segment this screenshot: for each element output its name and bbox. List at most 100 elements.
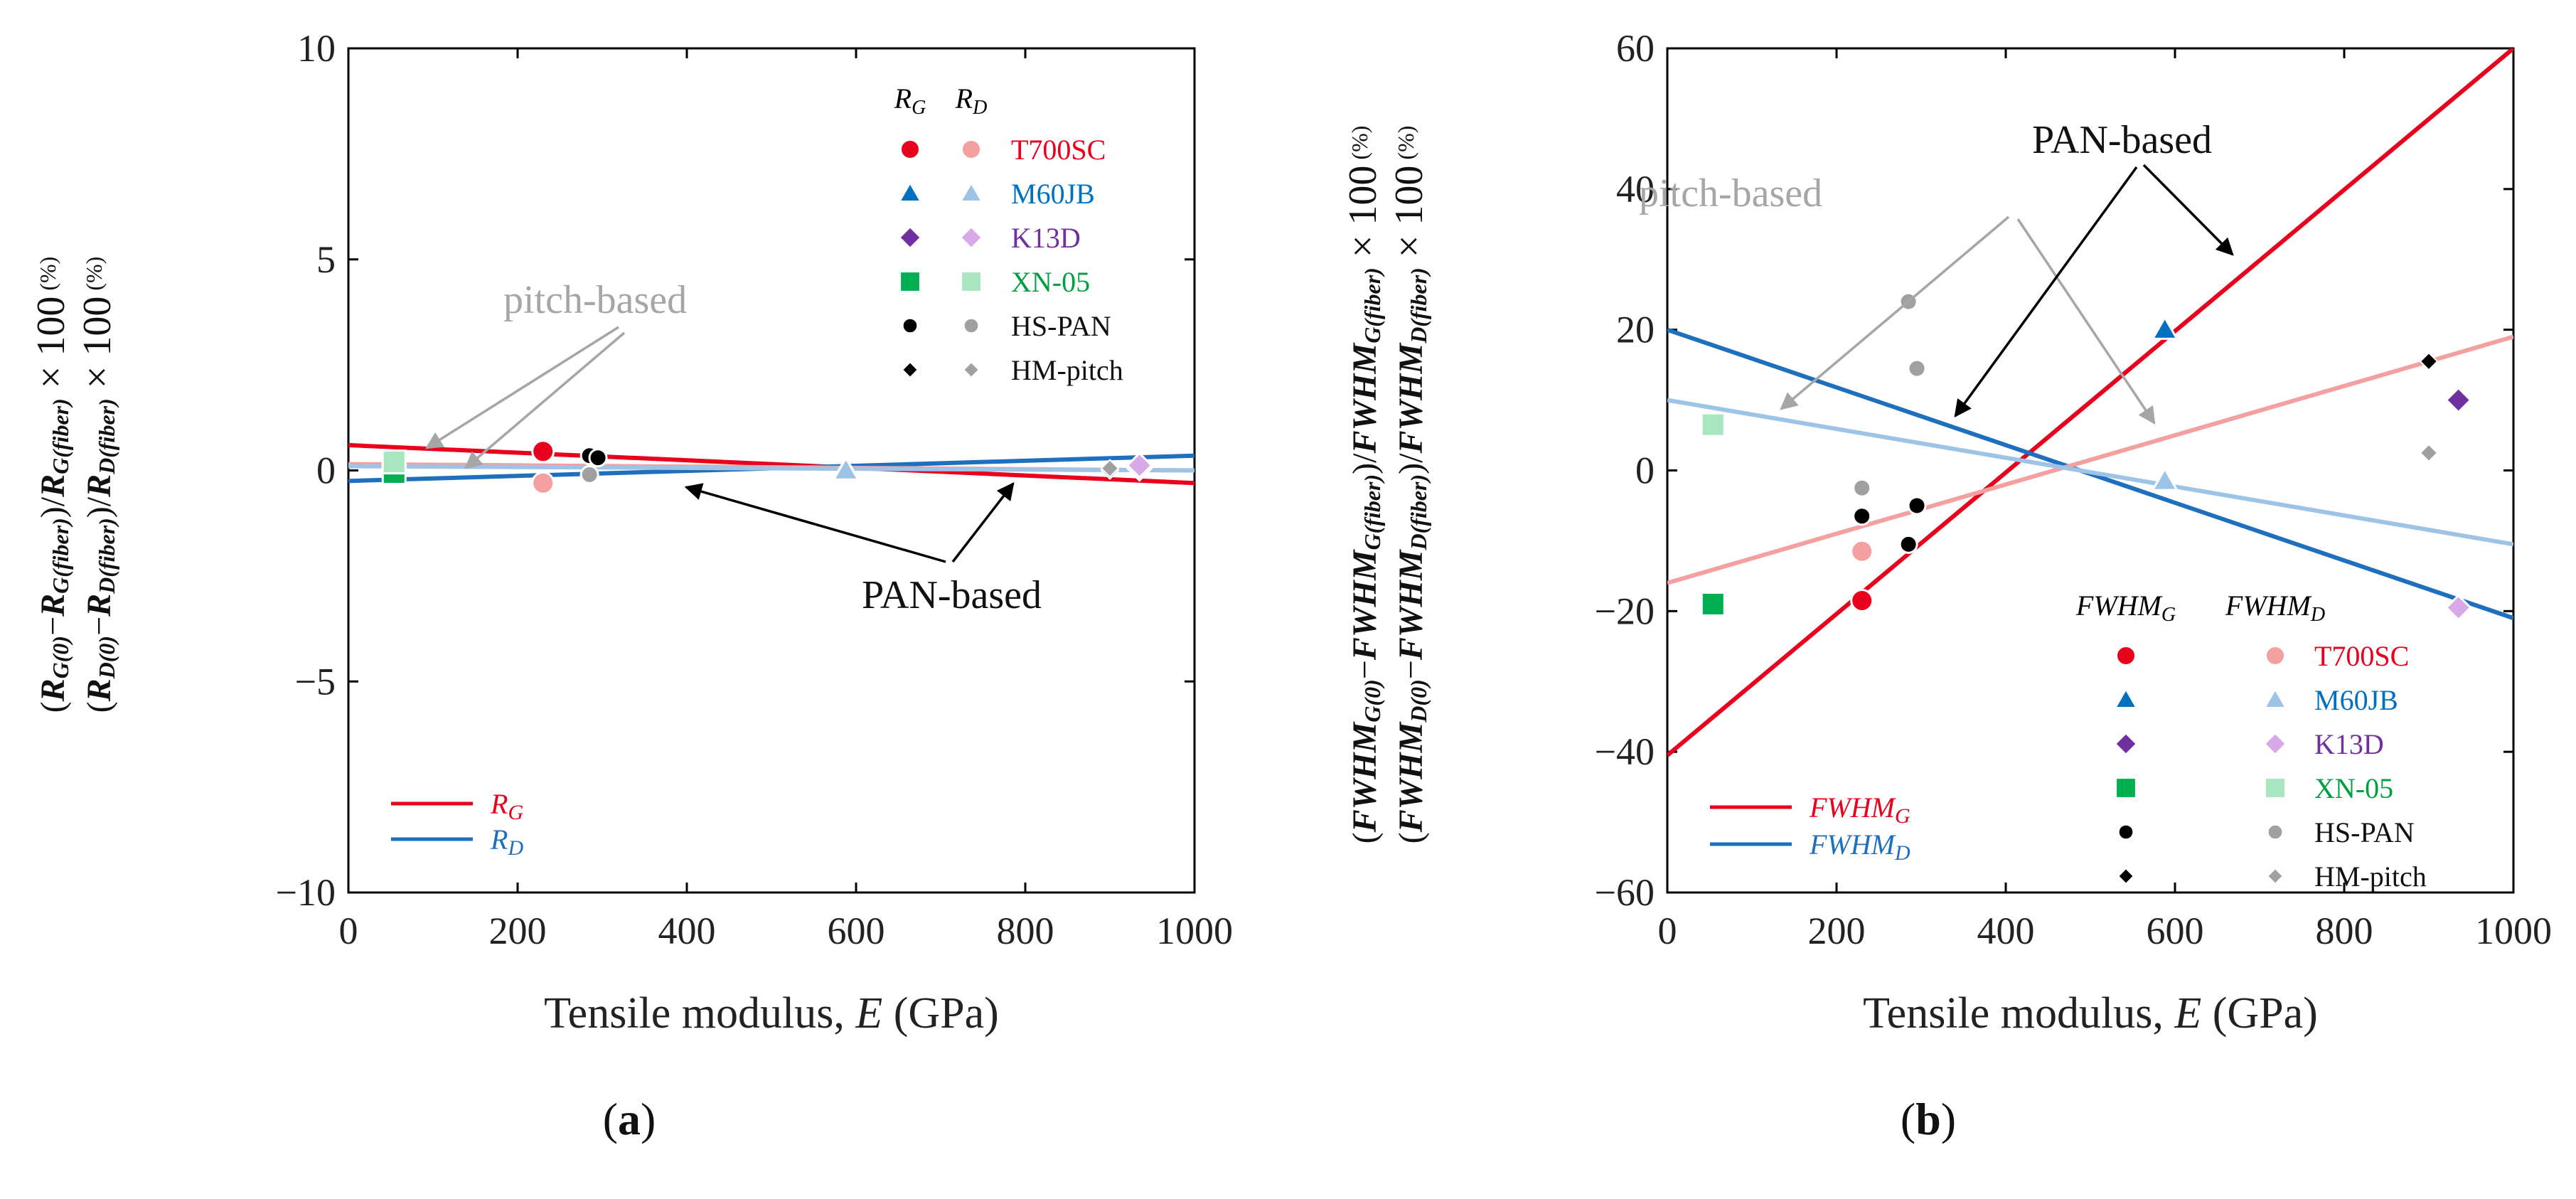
- data-point: [1850, 588, 1874, 612]
- legend-marker: [2113, 686, 2139, 709]
- chart-panel-b: 0 200 400 600 800 1000 −60 −40 −20 0 20 40 60 Tensile…: [1341, 27, 2552, 1144]
- legend-label: M60JB: [2314, 684, 2398, 716]
- line-legend-label: FWHMD: [1809, 828, 1910, 865]
- legend-marker: [2117, 867, 2135, 885]
- x-axis-label: Tensile modulus, E (GPa): [544, 989, 999, 1038]
- legend-label: K13D: [1011, 222, 1081, 254]
- y-tick-label: −10: [276, 871, 336, 914]
- data-point: [531, 439, 555, 464]
- data-point: [1907, 496, 1927, 516]
- data-point: [588, 448, 608, 468]
- legend-marker-light: [2266, 867, 2284, 885]
- line-legend-label: RD: [490, 824, 523, 860]
- legend-header-g: FWHMG: [2075, 590, 2176, 626]
- annotation-arrow: [951, 482, 1015, 563]
- line-legend-label: RG: [490, 788, 523, 824]
- legend-label: T700SC: [2314, 640, 2409, 672]
- x-tick-label: 200: [1808, 910, 1866, 952]
- data-point: [1700, 591, 1726, 617]
- legend-marker-light: [958, 180, 984, 203]
- fit-line: [348, 442, 1195, 486]
- annotation-arrow: [1954, 166, 2138, 417]
- data-point: [1852, 478, 1872, 498]
- fit-line: [1667, 48, 2513, 757]
- y-tick-label: −60: [1595, 871, 1655, 914]
- legend-label: XN-05: [1011, 266, 1090, 298]
- pan-annotation: PAN-based: [2032, 118, 2212, 162]
- legend-label: XN-05: [2314, 772, 2393, 804]
- legend-label: HM-pitch: [2314, 860, 2427, 892]
- data-point: [1100, 459, 1120, 478]
- chart-panel-a: 0 200 400 600 800 1000 −10 −5 0 5 10 Tensile modulu…: [29, 27, 1233, 1144]
- legend-label: T700SC: [1011, 134, 1106, 166]
- data-point: [1126, 452, 1153, 479]
- y-tick-label: −40: [1595, 730, 1655, 773]
- data-point: [1907, 358, 1927, 378]
- x-tick-label: 400: [1977, 910, 2035, 952]
- legend-label: HM-pitch: [1011, 354, 1123, 386]
- legend-marker: [901, 316, 919, 335]
- x-axis-label: Tensile modulus, E (GPa): [1863, 989, 2318, 1038]
- data-area: [348, 439, 1195, 495]
- pitch-annotation: pitch-based: [1639, 171, 1822, 215]
- legend-marker-light: [960, 270, 983, 293]
- data-point: [2151, 467, 2179, 491]
- legend-header-d: FWHMD: [2225, 590, 2325, 626]
- data-point: [1852, 506, 1872, 526]
- annotation-arrow: [2142, 164, 2234, 256]
- data-point: [1700, 412, 1726, 437]
- x-tick-label: 800: [2316, 910, 2373, 952]
- y-axis-ylabel-line2: (RD(0)−RD(fiber))/RD(fiber) × 100 (%): [75, 257, 119, 713]
- y-tick-label: 60: [1616, 27, 1655, 70]
- y-tick-label: 40: [1616, 168, 1655, 211]
- x-tick-label: 400: [658, 910, 716, 952]
- y-axis-ylabel-line1: (RG(0)−RG(fiber))/RG(fiber) × 100 (%): [29, 257, 73, 713]
- annotation-arrow: [464, 331, 626, 469]
- y-tick-label: 0: [316, 449, 336, 492]
- data-point: [1850, 539, 1874, 563]
- legend-marker: [2115, 777, 2137, 799]
- data-point: [531, 471, 555, 495]
- panel-label: (a): [603, 1094, 656, 1144]
- y-axis-ylabel-line2: (FWHMD(0)−FWHMD(fiber))/FWHMD(fiber) × 1…: [1387, 126, 1431, 844]
- legend-marker-light: [962, 361, 980, 379]
- legend-marker: [899, 270, 921, 293]
- legend-marker: [901, 361, 919, 379]
- x-tick-label: 0: [1658, 910, 1677, 952]
- legend-marker-light: [2265, 645, 2286, 666]
- legend-label: HS-PAN: [1011, 310, 1111, 342]
- y-tick-label: −5: [295, 660, 336, 703]
- legend-marker: [2115, 645, 2137, 666]
- legend-marker: [897, 225, 923, 250]
- legend-marker-light: [2262, 731, 2288, 757]
- legend-marker-light: [2266, 823, 2284, 841]
- data-point: [2151, 315, 2179, 340]
- legend-marker-light: [961, 139, 982, 160]
- annotation-arrow: [424, 326, 619, 449]
- x-tick-label: 200: [489, 910, 547, 952]
- data-point: [2444, 386, 2472, 414]
- legend-marker: [2117, 823, 2135, 841]
- panel-label: (b): [1901, 1094, 1956, 1144]
- data-point: [1898, 534, 1918, 554]
- annotation-arrow: [2016, 218, 2156, 425]
- x-tick-label: 600: [2147, 910, 2204, 952]
- legend-marker-light: [962, 316, 980, 335]
- legend-marker-light: [958, 225, 984, 250]
- pan-annotation: PAN-based: [862, 573, 1042, 617]
- x-tick-label: 0: [339, 910, 358, 952]
- data-point: [832, 456, 860, 481]
- data-point: [579, 464, 599, 484]
- annotation-arrow: [684, 483, 946, 563]
- legend-marker-light: [2264, 777, 2287, 799]
- legend-header-g: RG: [894, 82, 926, 119]
- fit-line: [348, 464, 1195, 473]
- x-tick-label: 1000: [1156, 910, 1233, 952]
- fit-line: [1667, 334, 2513, 585]
- data-point: [2419, 443, 2439, 463]
- y-axis-ylabel-line1: (FWHMG(0)−FWHMG(fiber))/FWHMG(fiber) × 1…: [1341, 126, 1385, 844]
- data-point: [2419, 351, 2439, 371]
- data-point: [381, 449, 407, 475]
- x-tick-label: 1000: [2475, 910, 2552, 952]
